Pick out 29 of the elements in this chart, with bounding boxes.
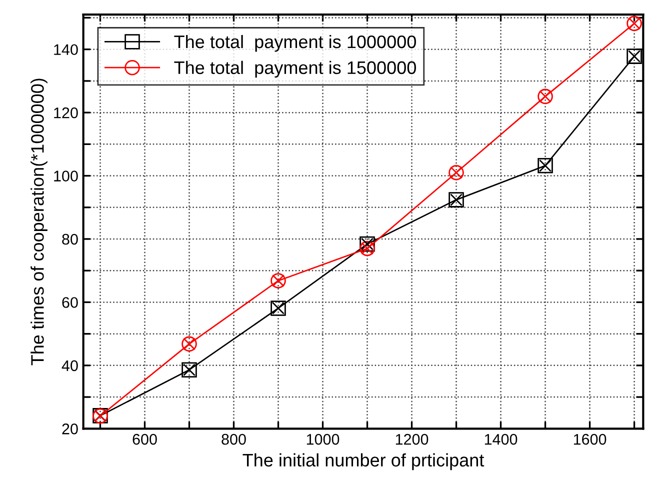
y-tick-label: 40: [62, 360, 78, 372]
y-tick-label: 60: [62, 297, 78, 308]
x-tick-label: 1600: [574, 434, 606, 445]
legend-label: The total payment is 1500000: [174, 60, 416, 78]
point: [360, 240, 375, 256]
point: [182, 336, 197, 352]
point: [448, 192, 464, 208]
x-tick-label: 1200: [396, 434, 428, 445]
y-tick-label: 100: [54, 170, 78, 182]
y-tick-label: 80: [62, 234, 78, 245]
x-tick-label: 600: [132, 434, 157, 445]
point: [182, 362, 197, 378]
point: [448, 164, 464, 180]
y-axis-title: The times of cooperation(*1000000): [30, 78, 48, 366]
point: [360, 236, 375, 252]
x-axis-title: The initial number of prticipant: [242, 453, 484, 470]
point: [626, 48, 642, 64]
y-tick-label: 20: [62, 424, 78, 434]
x-tick-label: 1000: [306, 434, 340, 445]
x-tick-label: 1400: [484, 434, 518, 445]
legend-label: The total payment is 1000000: [174, 34, 416, 52]
x-tick-label: 800: [222, 434, 246, 445]
point: [270, 300, 286, 316]
point: [270, 273, 286, 288]
point: [538, 88, 553, 104]
point: [626, 16, 642, 32]
point: [538, 158, 553, 174]
y-tick-label: 120: [54, 107, 78, 118]
y-tick-label: 140: [54, 44, 78, 56]
